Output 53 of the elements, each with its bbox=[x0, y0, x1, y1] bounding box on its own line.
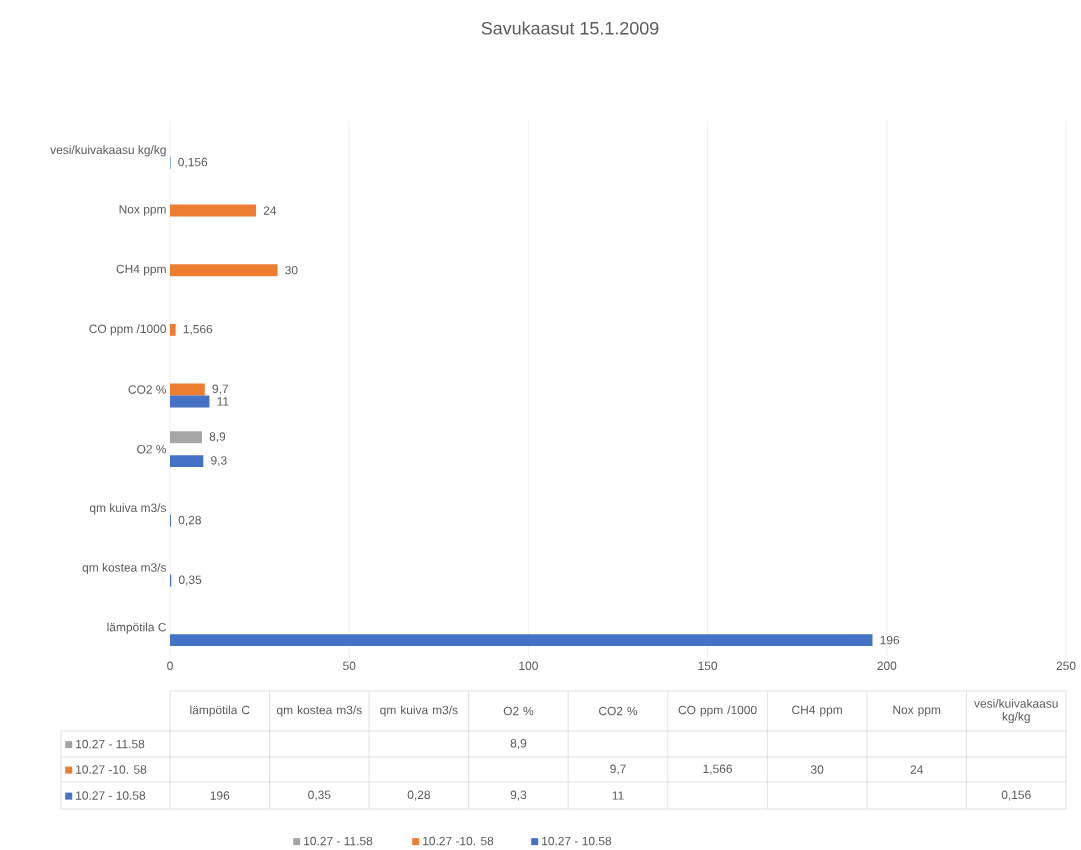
text: 8,9 bbox=[510, 739, 527, 749]
data-label: 24 bbox=[263, 206, 277, 215]
x-tick-label: 250 bbox=[1056, 661, 1076, 670]
text: 0,156 bbox=[1001, 790, 1031, 801]
y-tick-label: qm kuiva m3/s bbox=[89, 503, 167, 515]
text: 10.27 -10. 58 bbox=[423, 836, 494, 846]
text: 9,7 bbox=[610, 764, 626, 775]
data-label: 0,35 bbox=[178, 575, 202, 586]
data-label: 0,28 bbox=[178, 515, 201, 526]
y-tick-label: CO2 % bbox=[128, 385, 167, 394]
x-tick-label: 200 bbox=[877, 661, 897, 670]
category-label: vesi/kuivakaasu kg/kg bbox=[974, 698, 1058, 724]
data-label: 8,9 bbox=[209, 432, 226, 443]
legend-label: 10.27 - 11.58 bbox=[76, 739, 145, 749]
category-label: qm kostea m3/s bbox=[276, 705, 362, 717]
category-label: CO2 % bbox=[599, 706, 638, 716]
category-label: CO ppm /1000 bbox=[678, 705, 757, 717]
text: 30 bbox=[810, 765, 824, 774]
text: 1,566 bbox=[703, 764, 732, 775]
text: 0,35 bbox=[308, 790, 331, 801]
category-label: Nox ppm bbox=[893, 705, 941, 717]
data-label: 196 bbox=[880, 635, 900, 645]
y-tick-label: vesi/kuivakaasu kg/kg bbox=[50, 145, 166, 157]
chart-title: Savukaasut 15.1.2009 bbox=[481, 21, 659, 35]
data-label: 30 bbox=[285, 265, 298, 275]
data-label: 0,156 bbox=[178, 157, 208, 168]
x-tick-label: 100 bbox=[519, 661, 538, 670]
y-tick-label: lämpötila C bbox=[107, 622, 166, 634]
text: 11 bbox=[612, 791, 624, 800]
x-tick-label: 150 bbox=[698, 661, 718, 670]
x-tick-label: 0 bbox=[167, 661, 173, 670]
text: 9,3 bbox=[510, 790, 527, 801]
y-tick-label: O2 % bbox=[137, 444, 167, 454]
category-label: lämpötila C bbox=[190, 705, 250, 717]
data-label: 11 bbox=[217, 397, 229, 406]
data-label: 9,3 bbox=[211, 456, 227, 467]
y-tick-label: CH4 ppm bbox=[116, 264, 166, 276]
text: 24 bbox=[910, 765, 923, 774]
category-label: CH4 ppm bbox=[792, 705, 842, 717]
legend-label: 10.27 - 10.58 bbox=[76, 791, 146, 800]
y-tick-label: Nox ppm bbox=[119, 205, 166, 216]
text: 10.27 - 11.58 bbox=[304, 836, 373, 846]
text: 0,28 bbox=[407, 790, 430, 801]
text: 196 bbox=[210, 791, 230, 800]
data-label: 1,566 bbox=[183, 324, 213, 335]
y-tick-label: CO ppm /1000 bbox=[89, 324, 166, 336]
data-label: 9,7 bbox=[212, 384, 228, 395]
y-tick-label: qm kostea m3/s bbox=[82, 562, 167, 575]
category-label: qm kuiva m3/s bbox=[380, 705, 458, 717]
category-label: O2 % bbox=[503, 706, 534, 716]
text: 10.27 - 10.58 bbox=[542, 836, 612, 846]
x-tick-label: 50 bbox=[343, 661, 356, 670]
legend-label: 10.27 -10. 58 bbox=[76, 765, 147, 774]
